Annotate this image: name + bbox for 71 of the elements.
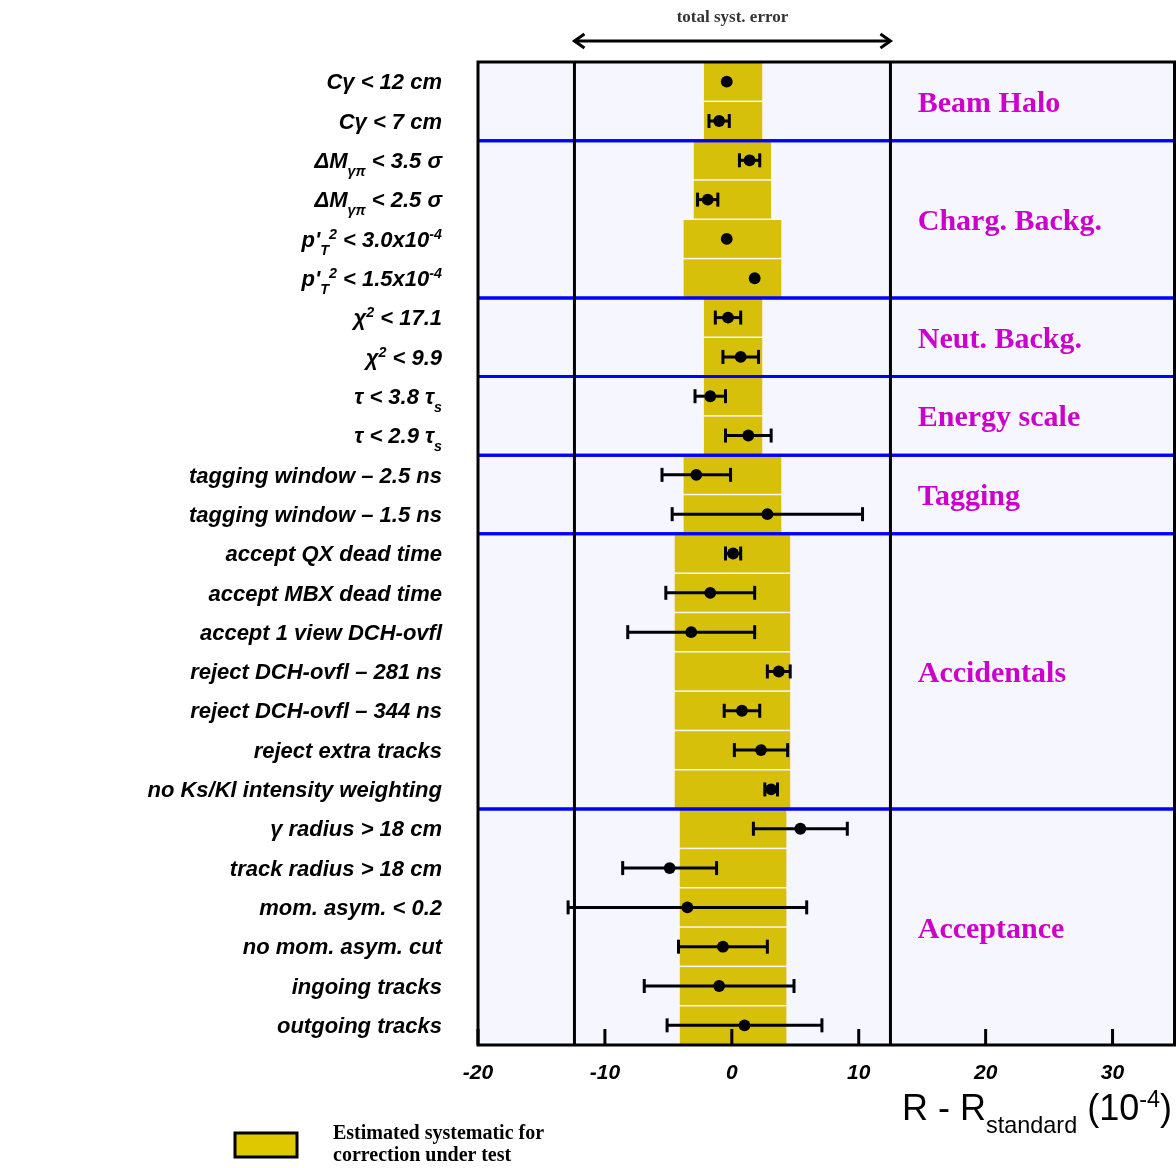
point: [734, 350, 747, 363]
legend-label: Estimated systematic for correction under test: [333, 1121, 545, 1165]
point: [748, 272, 761, 285]
point: [772, 665, 785, 678]
bar: [703, 377, 763, 416]
bar: [674, 770, 791, 809]
band-label: Acceptance: [917, 910, 1065, 944]
x-tick-label: 0: [725, 1060, 738, 1083]
y-tick-label: ΔM$_{γπ}$ < 3.5 σ: [313, 148, 444, 179]
y-tick-label: τ < 3.8 τ$_{s}$: [354, 383, 443, 415]
x-axis-title: R - R$_{standard}$ (10$^{-4}$): [902, 1086, 1172, 1138]
bar: [703, 416, 763, 455]
point: [736, 704, 748, 717]
band-label: Beam Halo: [917, 84, 1061, 118]
point: [717, 940, 729, 953]
point: [742, 429, 755, 442]
point: [704, 586, 717, 599]
y-tick-label: ΔM$_{γπ}$ < 2.5 σ: [313, 187, 444, 219]
text: total syst. error: [676, 7, 789, 26]
point: [685, 626, 698, 639]
y-tick-label: Cγ < 12 cm: [326, 69, 442, 95]
band-label: Energy scale: [917, 399, 1081, 433]
point: [720, 75, 733, 88]
y-tick-label: track radius > 18 cm: [229, 855, 442, 881]
point: [701, 193, 714, 206]
point: [761, 508, 774, 521]
point: [704, 390, 717, 403]
y-tick-label: reject DCH-ovfl – 344 ns: [190, 698, 442, 724]
bar: [674, 652, 791, 691]
point: [690, 468, 703, 481]
y-tick-label: accept MBX dead time: [208, 580, 442, 606]
point: [743, 154, 756, 167]
y-tick-label: tagging window – 1.5 ns: [188, 501, 442, 527]
y-tick-label: Cγ < 7 cm: [338, 108, 442, 134]
y-tick-label: χ$^{2}$ < 9.9: [363, 343, 443, 370]
y-tick-label: accept QX dead time: [225, 541, 442, 567]
point: [738, 1019, 751, 1032]
y-tick-label: outgoing tracks: [276, 1013, 442, 1039]
y-tick-label: τ < 2.9 τ$_{s}$: [354, 423, 443, 455]
y-tick-label: p'$_{T}$$^{2}$ < 3.0x10$^{-4}$: [300, 225, 443, 258]
band-label: Tagging: [917, 478, 1021, 512]
point: [681, 901, 694, 914]
point: [727, 547, 739, 560]
point: [794, 822, 807, 835]
point: [713, 115, 726, 127]
point: [720, 233, 733, 245]
x-tick-label: 10: [847, 1060, 871, 1083]
point: [713, 980, 726, 992]
y-tick-label: p'$_{T}$$^{2}$ < 1.5x10$^{-4}$: [300, 264, 443, 297]
y-tick-label: accept 1 view DCH-ovfl: [199, 619, 443, 645]
band-label: Neut. Backg.: [917, 320, 1082, 354]
x-tick-label: -10: [589, 1060, 621, 1083]
y-tick-label: mom. asym. < 0.2: [259, 895, 443, 921]
x-tick-label: -20: [462, 1060, 494, 1083]
y-tick-label: ingoing tracks: [291, 973, 442, 999]
bar: [674, 534, 791, 573]
y-tick-label: γ radius > 18 cm: [270, 816, 442, 842]
point: [663, 862, 676, 874]
x-tick-label: 30: [1100, 1060, 1125, 1083]
y-tick-label: no mom. asym. cut: [242, 934, 444, 960]
y-tick-label: reject DCH-ovfl – 281 ns: [190, 659, 442, 685]
y-tick-label: χ$^{2}$ < 17.1: [351, 304, 442, 331]
point: [755, 744, 767, 757]
y-tick-label: tagging window – 2.5 ns: [188, 462, 442, 488]
point: [722, 311, 734, 324]
band-label: Charg. Backg.: [917, 202, 1102, 236]
band-label: Accidentals: [917, 654, 1067, 688]
y-tick-label: reject extra tracks: [253, 737, 442, 763]
bar: [693, 141, 772, 180]
x-tick-label: 20: [972, 1060, 998, 1083]
y-tick-label: no Ks/Kl intensity weighting: [147, 777, 443, 803]
